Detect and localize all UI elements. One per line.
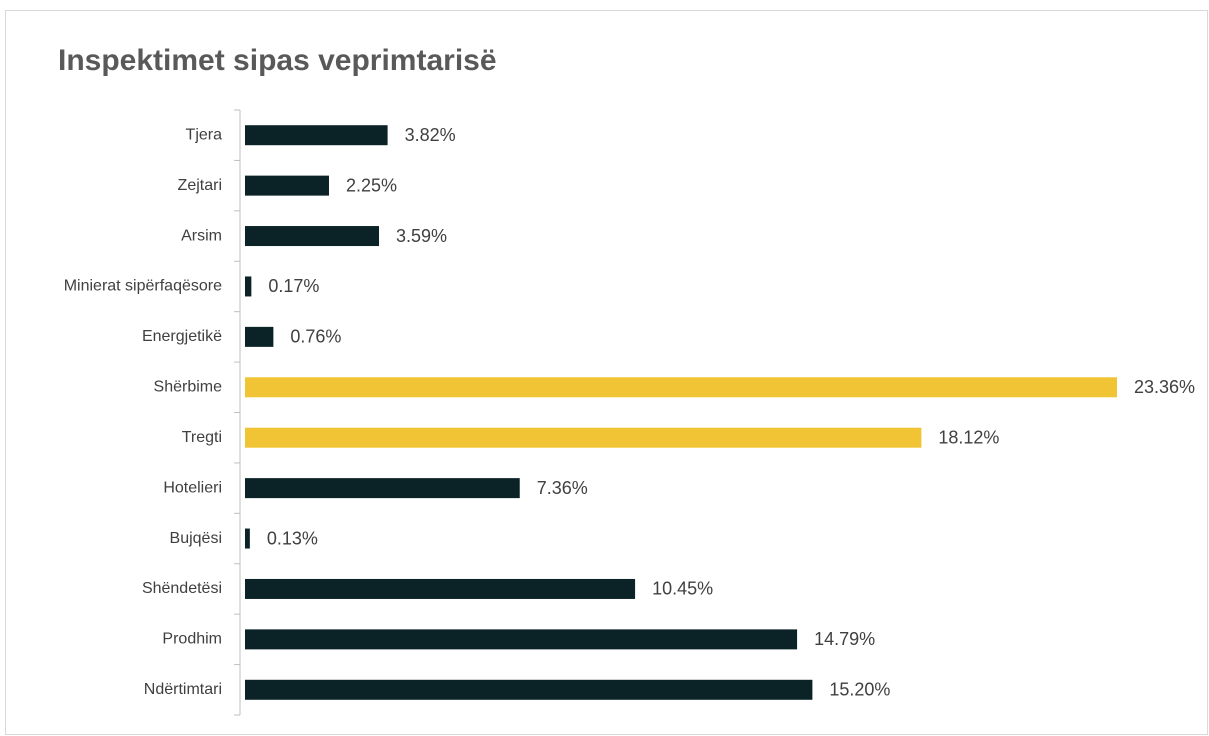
bar xyxy=(245,578,636,599)
bar xyxy=(245,478,520,499)
category-label: Prodhim xyxy=(162,631,222,648)
bar xyxy=(245,276,252,297)
value-label: 3.82% xyxy=(405,125,456,145)
bar xyxy=(245,377,1117,398)
bar xyxy=(245,629,798,650)
category-label: Arsim xyxy=(181,227,222,244)
value-label: 0.13% xyxy=(267,528,318,548)
chart-title: Inspektimet sipas veprimtarisë xyxy=(58,44,497,77)
bar xyxy=(245,528,250,549)
category-label: Shërbime xyxy=(154,379,223,396)
category-label: Hotelieri xyxy=(163,479,222,496)
value-label: 15.20% xyxy=(829,680,890,700)
value-label: 0.76% xyxy=(290,327,341,347)
category-label: Energjetikë xyxy=(142,328,222,345)
value-label: 23.36% xyxy=(1134,377,1195,397)
category-label: Tjera xyxy=(186,126,223,143)
value-label: 18.12% xyxy=(938,427,999,447)
value-label: 0.17% xyxy=(268,276,319,296)
category-label: Ndërtimtari xyxy=(144,681,222,698)
chart-frame xyxy=(5,10,1208,735)
category-label: Minierat sipërfaqësore xyxy=(64,278,222,295)
value-label: 2.25% xyxy=(346,175,397,195)
value-label: 10.45% xyxy=(652,579,713,599)
bar xyxy=(245,427,922,448)
category-label: Zejtari xyxy=(178,177,222,194)
category-label: Bujqësi xyxy=(170,530,222,547)
value-label: 7.36% xyxy=(537,478,588,498)
bar xyxy=(245,226,380,247)
value-label: 14.79% xyxy=(814,629,875,649)
category-label: Shëndetësi xyxy=(142,580,222,597)
bar xyxy=(245,326,274,347)
bar xyxy=(245,125,388,146)
bar xyxy=(245,679,813,700)
category-label: Tregti xyxy=(182,429,222,446)
value-label: 3.59% xyxy=(396,226,447,246)
bar xyxy=(245,175,329,196)
